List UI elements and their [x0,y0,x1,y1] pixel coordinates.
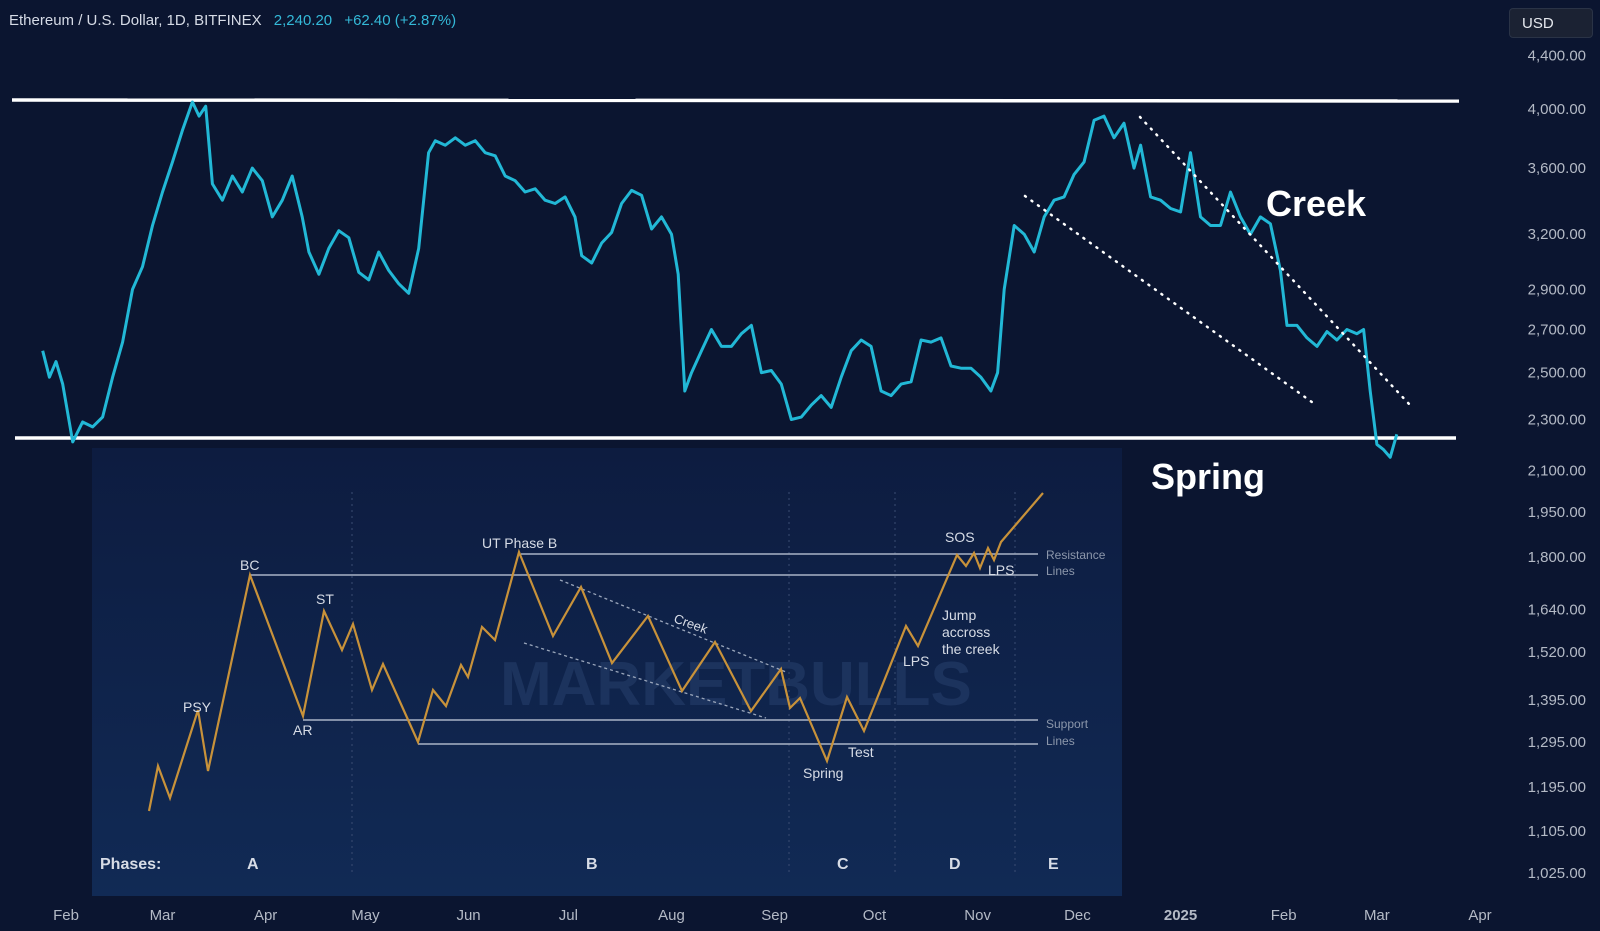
y-tick-label: 2,300.00 [1528,412,1586,429]
label-sos: SOS [945,529,975,545]
x-tick-label: Apr [1468,907,1491,924]
y-tick-label: 2,900.00 [1528,281,1586,298]
x-tick-label: Jun [456,907,480,924]
x-tick-label: Aug [658,907,685,924]
x-tick-label: Jul [559,907,578,924]
x-tick-label: Sep [761,907,788,924]
creek-channel [1023,115,1412,407]
creek-line-lower [523,642,767,719]
label-jump-1: Jump [942,607,976,623]
y-tick-label: 1,295.00 [1528,734,1586,751]
label-ar: AR [293,722,312,738]
y-tick-label: 1,105.00 [1528,823,1586,840]
currency-button[interactable]: USD [1509,8,1593,38]
label-jump-3: the creek [942,641,1001,657]
wyckoff-inset: MARKETBULLS PSY BC AR ST UT Phase B Cree… [92,448,1122,896]
x-tick-label: Mar [150,907,176,924]
phase-e: E [1048,856,1059,873]
y-tick-label: 1,520.00 [1528,644,1586,661]
y-tick-label: 4,000.00 [1528,101,1586,118]
phase-c: C [837,856,849,873]
label-resistance-2: Lines [1046,564,1075,578]
annotation-creek: Creek [1266,183,1367,224]
inset-watermark: MARKETBULLS [500,650,972,719]
range-levels [11,98,1460,440]
price-series [41,100,1399,459]
x-tick-label: 2025 [1164,907,1197,924]
label-psy: PSY [183,699,212,715]
label-lps-1: LPS [903,653,929,669]
phases-label: Phases: [100,856,161,873]
y-tick-label: 1,950.00 [1528,504,1586,521]
label-resistance-1: Resistance [1046,548,1106,562]
x-tick-label: Mar [1364,907,1390,924]
eth-price-line [41,100,1399,459]
y-tick-label: 2,100.00 [1528,463,1586,480]
x-axis: Feb Mar Apr May Jun Jul Aug Sep Oct Nov Dec 2025 Feb… [53,907,1492,924]
y-tick-label: 1,025.00 [1528,865,1586,882]
phase-b: B [586,856,598,873]
label-test: Test [848,744,874,760]
y-tick-label: 2,700.00 [1528,322,1586,339]
label-support-1: Support [1046,717,1089,731]
y-tick-label: 4,400.00 [1528,48,1586,65]
annotation-spring: Spring [1151,456,1265,497]
last-price: 2,240.20 [273,12,333,29]
symbol-header: Ethereum / U.S. Dollar, 1D, BITFINEX 2,2… [9,12,456,29]
y-tick-label: 1,640.00 [1528,601,1586,618]
label-jump-2: accross [942,624,990,640]
price-change: +62.40 (+2.87%) [344,12,457,29]
y-axis: 4,400.00 4,000.00 3,600.00 3,200.00 2,900.00… [1528,48,1586,882]
schematic-price-path [147,492,1044,812]
label-bc: BC [240,557,259,573]
phase-a: A [247,856,259,873]
x-tick-label: Feb [53,907,79,924]
y-tick-label: 1,195.00 [1528,779,1586,796]
label-spring: Spring [803,765,843,781]
label-support-2: Lines [1046,734,1075,748]
label-ut-phase-b: UT Phase B [482,535,557,551]
label-lps-2: LPS [988,562,1014,578]
label-st: ST [316,591,334,607]
y-tick-label: 1,395.00 [1528,692,1586,709]
y-tick-label: 1,800.00 [1528,549,1586,566]
x-tick-label: May [351,907,380,924]
x-tick-label: Oct [863,907,887,924]
y-tick-label: 2,500.00 [1528,365,1586,382]
creek-line-upper [559,579,787,673]
x-tick-label: Feb [1271,907,1297,924]
symbol-title[interactable]: Ethereum / U.S. Dollar, 1D, BITFINEX [9,12,262,29]
creek-upper-line [1138,115,1412,407]
y-tick-label: 3,600.00 [1528,160,1586,177]
inset-background [92,448,1122,896]
resistance-level-line [11,98,1460,103]
phase-d: D [949,856,961,873]
x-tick-label: Dec [1064,907,1091,924]
x-tick-label: Nov [964,907,991,924]
y-tick-label: 3,200.00 [1528,226,1586,243]
x-tick-label: Apr [254,907,277,924]
